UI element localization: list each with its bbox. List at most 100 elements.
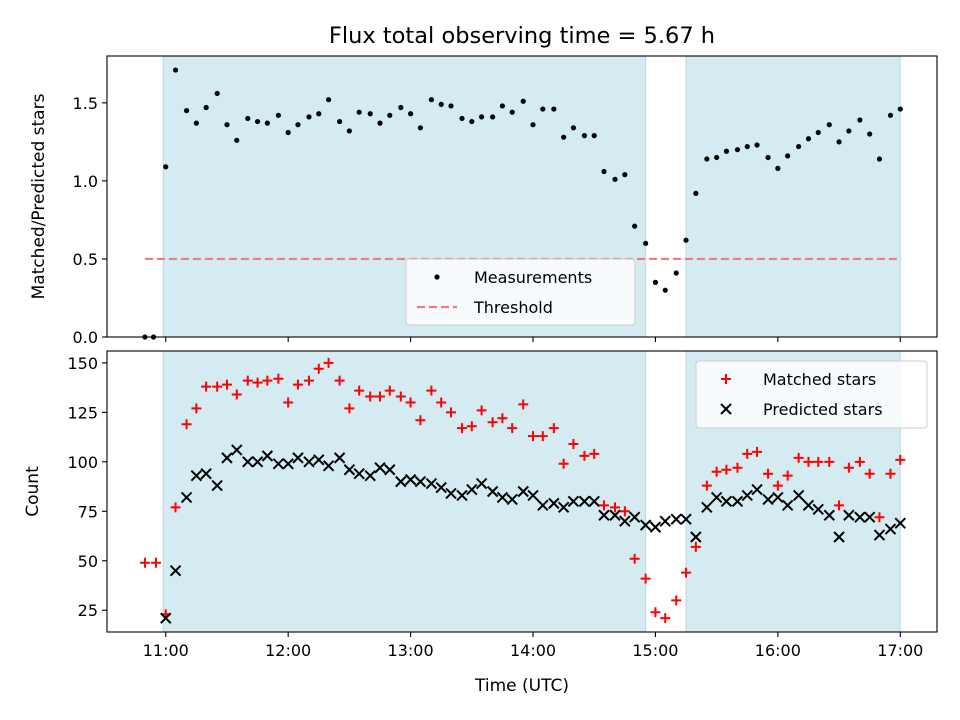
matched-star-point — [619, 506, 630, 517]
predicted-star-point — [200, 467, 212, 480]
measurement-point — [254, 118, 261, 125]
measurement-point — [387, 112, 393, 118]
y-tick-label: 1.0 — [73, 172, 98, 191]
y-tick-label: 0.5 — [73, 250, 98, 269]
legend-measurements-label: Measurements — [474, 268, 592, 287]
measurement-point — [714, 154, 720, 161]
predicted-star-point — [251, 456, 264, 468]
measurement-point — [887, 112, 894, 118]
matched-star-point — [231, 389, 242, 400]
predicted-star-point — [466, 483, 478, 496]
measurement-point — [448, 103, 454, 109]
predicted-star-point — [833, 531, 845, 543]
top-panel: 0.0 0.5 1.0 1.5 Matched/Predicted stars Measu… — [29, 55, 938, 347]
matched-star-point — [374, 391, 385, 402]
matched-star-point — [170, 502, 181, 513]
matched-star-point — [548, 423, 559, 434]
predicted-star-point — [628, 511, 641, 523]
y-tick-label: 50 — [78, 552, 98, 571]
matched-star-point — [599, 500, 610, 511]
predicted-star-point — [567, 495, 580, 508]
axes-frame — [106, 55, 938, 338]
predicted-star-point — [894, 517, 906, 529]
legend-bottom: Matched stars Predicted stars — [695, 360, 928, 429]
matched-star-point — [528, 431, 539, 442]
measurement-point — [356, 109, 362, 115]
predicted-star-point — [292, 452, 304, 464]
measurement-point — [581, 133, 588, 139]
measurement-point — [520, 98, 526, 104]
bottom-panel: 11:00 12:00 13:00 14:00 15:00 16:00 17:00 25 50 7… — [23, 350, 938, 660]
measurement-point — [469, 118, 475, 125]
predicted-star-point — [781, 499, 794, 512]
predicted-star-point — [180, 491, 193, 504]
y-tick-label: 25 — [78, 601, 98, 620]
matched-star-point — [690, 541, 701, 552]
predicted-star-point — [720, 495, 733, 508]
measurement-point — [172, 67, 179, 73]
measurement-point — [417, 125, 423, 131]
predicted-star-point — [741, 489, 753, 502]
matched-star-point — [323, 357, 334, 368]
matched-star-point — [303, 375, 314, 386]
predicted-star-point — [343, 464, 356, 476]
predicted-star-point — [557, 501, 570, 514]
matched-star-point — [334, 375, 345, 386]
measurement-point — [826, 122, 832, 128]
measurement-point — [612, 176, 618, 182]
y-tick-label: 100 — [67, 453, 98, 472]
predicted-star-point — [303, 456, 315, 468]
matched-star-point — [426, 385, 437, 396]
matched-star-point — [629, 553, 640, 564]
measurement-point — [622, 172, 628, 178]
predicted-star-point — [517, 485, 529, 498]
predicted-star-point — [445, 487, 457, 500]
y-tick-label: 125 — [67, 403, 98, 422]
matched-star-point — [763, 468, 774, 479]
shaded-interval — [685, 55, 901, 338]
predicted-star-point — [548, 497, 560, 510]
matched-star-point — [476, 405, 487, 416]
legend-matched-label: Matched stars — [763, 370, 876, 389]
predicted-star-point — [823, 509, 835, 521]
predicted-star-point — [854, 511, 866, 523]
matched-star-point — [579, 450, 590, 461]
matched-star-point — [732, 462, 743, 473]
matched-star-point — [221, 379, 232, 390]
predicted-star-point — [475, 477, 488, 490]
predicted-star-point — [701, 501, 713, 514]
measurement-point — [398, 104, 404, 111]
measurement-point — [734, 147, 741, 153]
predicted-star-point — [751, 483, 763, 496]
matched-star-point — [201, 381, 212, 392]
predicted-star-point — [374, 462, 386, 474]
measurement-point — [796, 143, 802, 150]
predicted-star-point — [169, 564, 182, 577]
measurement-point — [744, 143, 750, 150]
measurement-point — [163, 164, 169, 170]
matched-star-point — [273, 373, 284, 384]
matched-star-point — [610, 502, 621, 513]
predicted-star-point — [211, 479, 223, 492]
measurement-point — [693, 190, 699, 196]
chart-title: Flux total observing time = 5.67 h — [329, 23, 715, 49]
x-tick-label: 11:00 — [143, 641, 189, 660]
measurement-point — [876, 156, 883, 162]
matched-star-point — [558, 458, 569, 469]
measurement-point — [530, 122, 536, 128]
measurement-point — [570, 125, 577, 131]
predicted-star-point — [812, 503, 824, 516]
x-tick-label: 13:00 — [388, 641, 434, 660]
matched-star-point — [445, 407, 456, 418]
predicted-star-point — [873, 529, 886, 541]
matched-star-point — [150, 557, 161, 568]
measurement-point — [867, 131, 873, 137]
x-tick-label: 14:00 — [510, 641, 556, 660]
predicted-star-point — [364, 469, 376, 482]
matched-star-point — [885, 468, 896, 479]
measurement-point — [275, 112, 281, 118]
predicted-star-point — [313, 454, 325, 466]
matched-star-point — [864, 468, 875, 479]
predicted-star-point — [659, 515, 671, 527]
measurement-point — [346, 128, 352, 134]
